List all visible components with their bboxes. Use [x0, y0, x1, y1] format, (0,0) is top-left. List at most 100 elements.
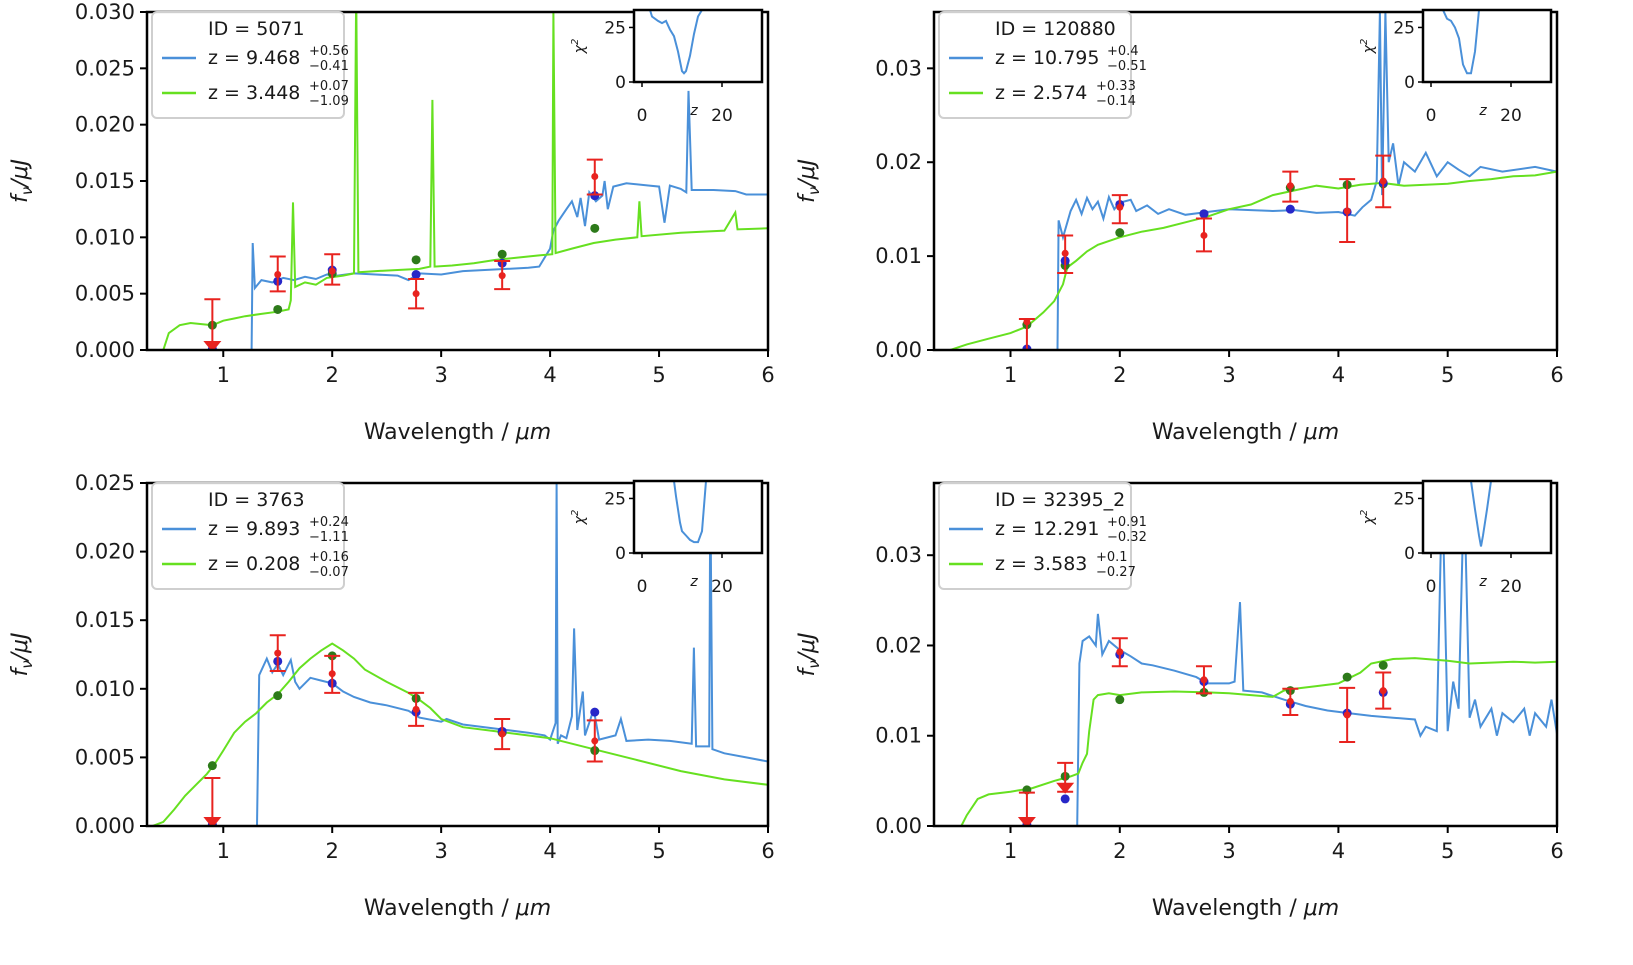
- x-axis-label: Wavelength / μm: [364, 420, 551, 445]
- legend-label: z = 12.291: [995, 518, 1099, 540]
- chi2-inset: 0 20 0 25 z χ2: [1359, 479, 1553, 597]
- legend-id: ID = 32395_2: [995, 489, 1125, 511]
- plot-area: [162, 12, 768, 350]
- inset-y-label: χ2: [1359, 39, 1377, 55]
- plot-area: [950, 12, 1557, 350]
- y-tick-label: 0.03: [875, 56, 922, 80]
- inset-x-tick-label: 20: [1500, 577, 1522, 597]
- observed-point: [408, 278, 425, 310]
- y-axis-label: fν/μJ: [8, 159, 36, 203]
- legend-sup: +0.16: [309, 550, 349, 565]
- observed-marker: [498, 730, 506, 738]
- y-tick-label: 0.030: [75, 0, 135, 24]
- y-tick-label: 0.015: [75, 169, 135, 193]
- observed-marker: [412, 705, 420, 713]
- chi2-curve: [673, 481, 707, 544]
- observed-point: [203, 776, 222, 826]
- model-point-primary: [411, 270, 421, 280]
- x-tick-label: 3: [1222, 363, 1235, 387]
- observed-point: [1057, 234, 1074, 275]
- inset-y-label: χ2: [1359, 510, 1377, 526]
- y-tick-label: 0.01: [875, 724, 922, 748]
- inset-y-label: χ2: [570, 39, 588, 55]
- observed-point: [1282, 687, 1299, 716]
- model-point-secondary: [273, 691, 283, 701]
- inset-x-tick-label: 0: [1426, 577, 1437, 597]
- axes-frame: [932, 10, 1559, 352]
- observed-marker: [412, 290, 420, 298]
- y-tick-label: 0.01: [875, 244, 922, 268]
- legend-sup: +0.91: [1107, 515, 1147, 530]
- legend-id: ID = 3763: [208, 489, 305, 511]
- legend-box: [938, 482, 1132, 590]
- observed-marker: [328, 670, 336, 678]
- x-tick-label: 6: [761, 839, 774, 863]
- legend-sup: +0.07: [309, 79, 349, 94]
- x-tick-label: 4: [543, 839, 556, 863]
- chart-panel-1: 0.000 0.005 0.010 0.015 0.020 0.025 0.030 1 2 3 4 5…: [8, 0, 775, 445]
- observed-point: [269, 255, 286, 293]
- legend-box: [151, 11, 345, 119]
- model-point-secondary: [273, 304, 283, 314]
- inset-frame: [632, 8, 764, 84]
- axes-frame: [932, 481, 1559, 828]
- legend-sub: −1.11: [309, 530, 349, 545]
- observed-marker: [1200, 676, 1208, 684]
- y-tick-label: 0.000: [75, 338, 135, 362]
- observed-point: [586, 158, 603, 196]
- inset-y-tick-label: 25: [1393, 489, 1415, 509]
- x-tick-label: 6: [1550, 363, 1563, 387]
- x-tick-label: 5: [1441, 363, 1454, 387]
- legend: ID = 120880 z = 10.795 +0.4−0.51 z = 2.574 +…: [938, 11, 1147, 119]
- legend-sub: −0.27: [1096, 565, 1136, 580]
- model-point-primary: [1060, 794, 1070, 804]
- y-axis-label: fν/μJ: [795, 632, 823, 676]
- x-tick-label: 4: [1332, 363, 1345, 387]
- model-point-secondary: [497, 249, 507, 259]
- legend-sup: +0.1: [1096, 550, 1128, 565]
- x-tick-label: 1: [217, 839, 230, 863]
- inset-background: [634, 10, 762, 82]
- observed-point: [586, 719, 603, 763]
- inset-frame: [1421, 8, 1553, 84]
- inset-x-label: z: [1478, 103, 1487, 119]
- y-tick-label: 0.010: [75, 225, 135, 249]
- legend: ID = 3763 z = 9.893 +0.24−1.11 z = 0.208 +0.…: [151, 482, 349, 590]
- observed-marker: [274, 271, 282, 279]
- inset-x-label: z: [689, 103, 698, 119]
- observed-marker: [1061, 249, 1069, 257]
- series-line-primary: [250, 90, 768, 350]
- series-line-secondary: [960, 657, 1557, 826]
- observed-marker: [1286, 697, 1294, 705]
- legend-sup: +0.56: [309, 44, 349, 59]
- legend-sup: +0.33: [1096, 79, 1136, 94]
- x-tick-label: 5: [1441, 839, 1454, 863]
- axes-frame: [145, 481, 770, 828]
- observed-marker: [591, 172, 599, 180]
- x-tick-label: 4: [543, 363, 556, 387]
- x-tick-label: 2: [1113, 363, 1126, 387]
- legend-sup: +0.4: [1107, 44, 1139, 59]
- model-point-secondary: [1342, 672, 1352, 682]
- y-tick-label: 0.025: [75, 471, 135, 495]
- y-tick-label: 0.02: [875, 150, 922, 174]
- inset-x-tick-label: 20: [1500, 106, 1522, 126]
- chi2-inset: 0 20 0 25 z χ2: [1359, 8, 1553, 126]
- inset-y-label: χ2: [570, 510, 588, 526]
- x-tick-label: 1: [1004, 363, 1017, 387]
- observed-point: [408, 691, 425, 727]
- observed-point: [324, 654, 341, 694]
- model-point-secondary: [207, 761, 217, 771]
- inset-y-tick-label: 25: [604, 489, 626, 509]
- y-axis-label: fν/μJ: [795, 159, 823, 203]
- model-point-primary: [1199, 209, 1209, 219]
- observed-marker: [1343, 711, 1351, 719]
- model-point-secondary: [1115, 695, 1125, 705]
- inset-x-label: z: [1478, 574, 1487, 590]
- x-tick-label: 3: [434, 839, 447, 863]
- legend-box: [938, 11, 1132, 119]
- series-line-primary: [255, 483, 768, 826]
- chart-panel-4: 0.00 0.01 0.02 0.03 1 2 3 4 5 6 Wavelength / μm fν/…: [795, 479, 1564, 921]
- upper-limit-marker: [1056, 782, 1075, 794]
